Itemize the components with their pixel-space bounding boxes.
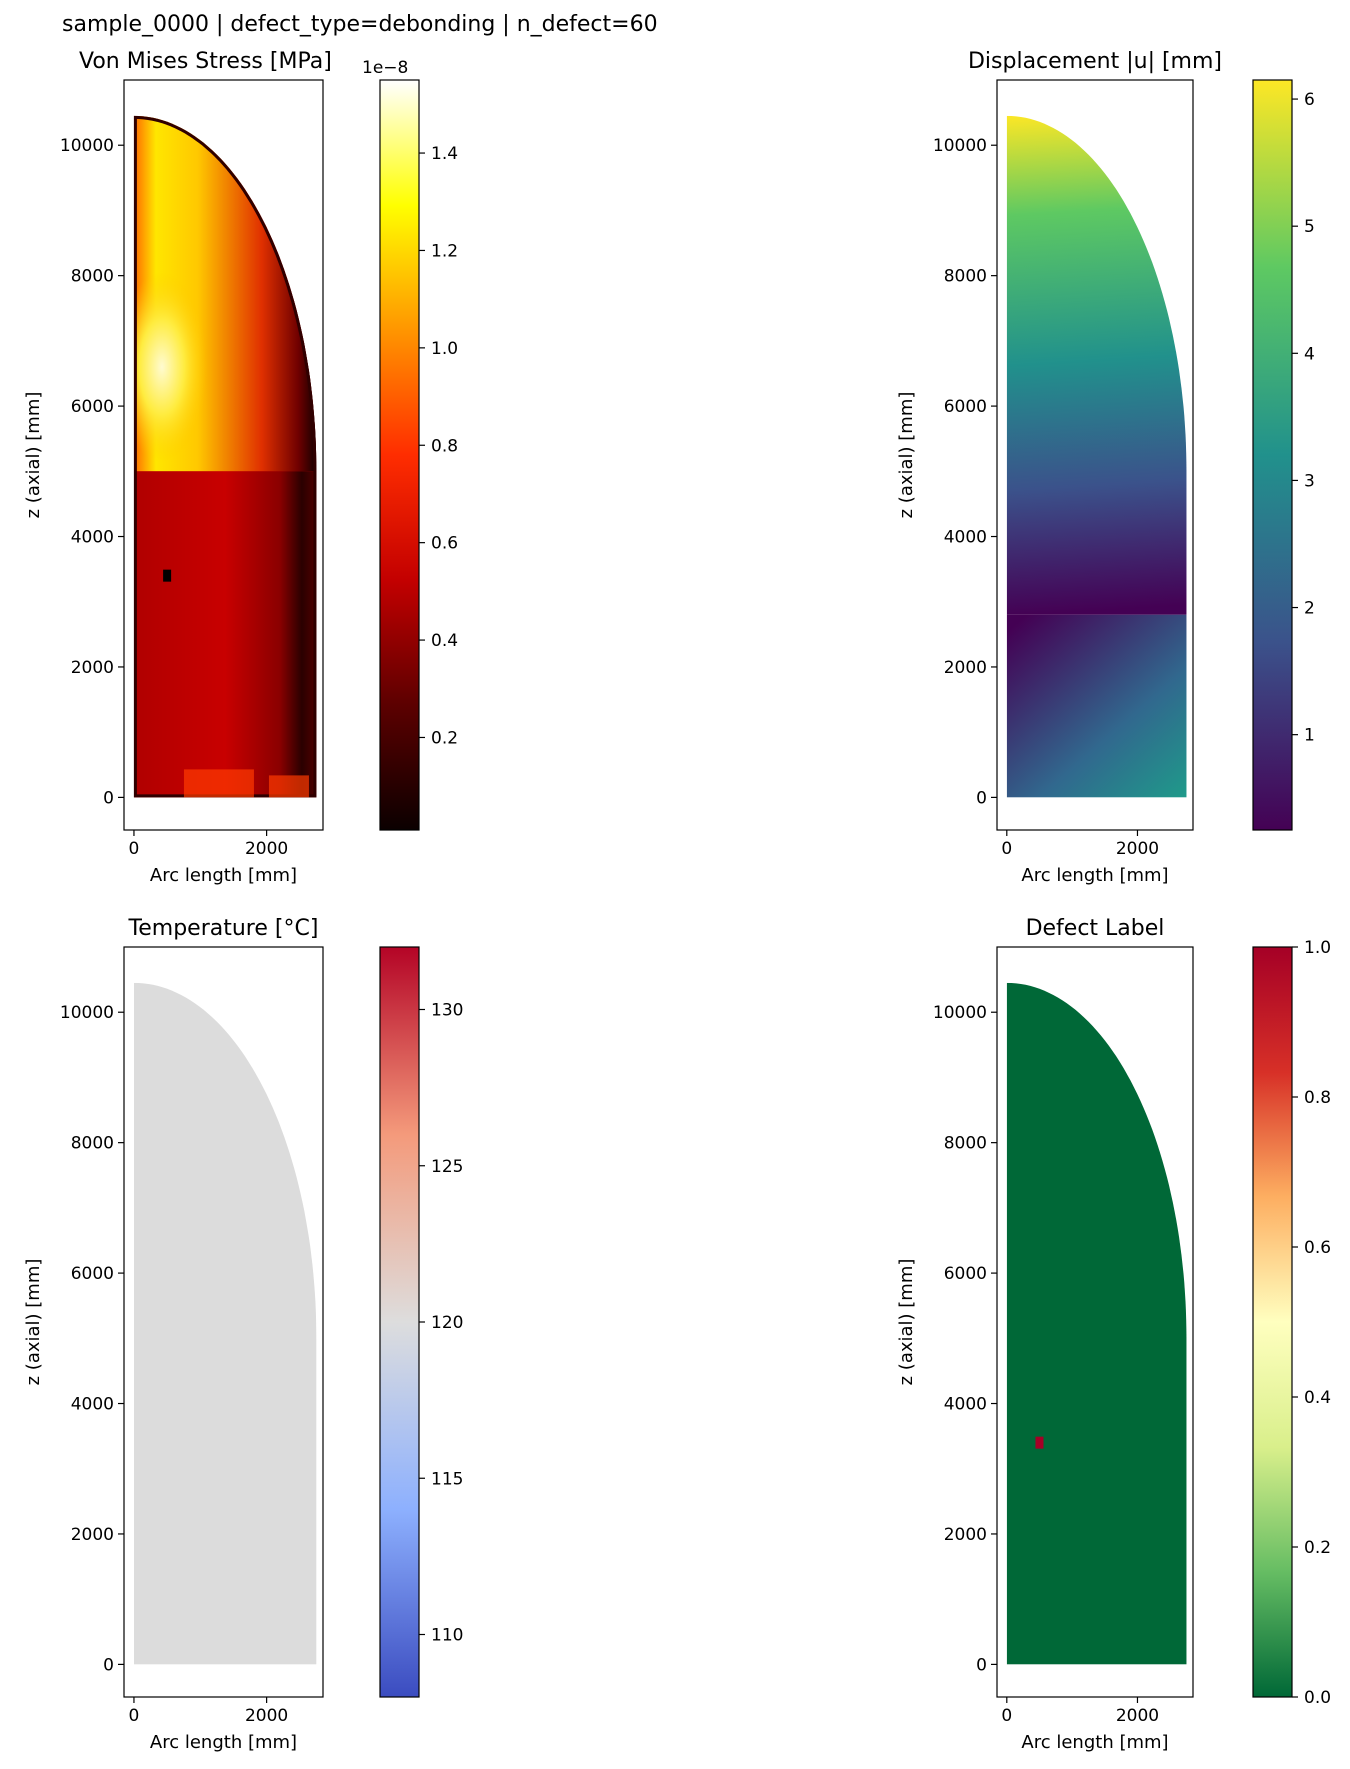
colorbar-offset-label: 1e−8 — [362, 58, 408, 78]
colorbar-tick-label: 0.4 — [1304, 1388, 1331, 1408]
colorbar-tick-label: 125 — [431, 1157, 463, 1177]
colorbar-tick-label: 2 — [1304, 599, 1315, 619]
y-tick-label: 10000 — [933, 136, 987, 156]
y-tick-label: 4000 — [71, 528, 114, 548]
colorbar-tick-label: 0.2 — [431, 728, 458, 748]
colorbar-tick-label: 1.0 — [431, 339, 458, 359]
y-tick-label: 8000 — [944, 267, 987, 287]
colorbar-1 — [379, 79, 420, 831]
colorbar-tick-label: 6 — [1304, 90, 1315, 110]
x-tick-label: 0 — [1001, 1706, 1012, 1726]
colorbar-tick-label: 0.8 — [1304, 1088, 1331, 1108]
y-tick-label: 0 — [976, 788, 987, 808]
figure-title: sample_0000 | defect_type=debonding | n_… — [62, 12, 658, 37]
y-tick-label: 6000 — [71, 1264, 114, 1284]
colorbar-tick-label: 1 — [1304, 726, 1315, 746]
x-tick-label: 0 — [129, 1706, 140, 1726]
y-tick-label: 6000 — [71, 397, 114, 417]
y-tick-label: 0 — [976, 1655, 987, 1675]
colorbar-tick-label: 0.0 — [1304, 1688, 1331, 1708]
colorbar-tick-label: 0.4 — [431, 631, 458, 651]
stress-base-hot-1 — [183, 769, 254, 798]
defect-marker-4 — [1035, 1436, 1044, 1449]
axes-frame — [123, 946, 324, 1698]
stress-hotspot — [133, 271, 207, 462]
colorbar-tick-label: 110 — [431, 1626, 463, 1646]
field-2 — [1006, 115, 1187, 798]
y-tick-label: 10000 — [60, 1003, 114, 1023]
y-axis-label: z (axial) [mm] — [896, 1259, 917, 1386]
colorbar-2 — [1252, 79, 1293, 831]
y-tick-label: 8000 — [71, 1134, 114, 1154]
axes-frame — [996, 946, 1194, 1698]
x-tick-label: 0 — [1001, 839, 1012, 859]
stress-edge — [133, 115, 317, 798]
x-axis-label: Arc length [mm] — [1021, 865, 1168, 886]
colorbar-tick-label: 4 — [1304, 344, 1315, 364]
y-tick-label: 0 — [103, 1655, 114, 1675]
y-tick-label: 2000 — [71, 1525, 114, 1545]
colorbar-tick-label: 1.0 — [1304, 938, 1331, 958]
y-tick-label: 4000 — [944, 528, 987, 548]
x-axis-label: Arc length [mm] — [150, 865, 297, 886]
y-tick-label: 10000 — [60, 136, 114, 156]
x-tick-label: 2000 — [245, 1706, 288, 1726]
stress-base-hot-2 — [268, 775, 309, 798]
colorbar-tick-label: 1.2 — [431, 241, 458, 261]
y-tick-label: 2000 — [944, 1525, 987, 1545]
y-axis-label: z (axial) [mm] — [23, 1259, 44, 1386]
colorbar-tick-label: 1.4 — [431, 144, 458, 164]
y-axis-label: z (axial) [mm] — [23, 392, 44, 519]
colorbar-tick-label: 0.6 — [431, 534, 458, 554]
x-tick-label: 2000 — [1116, 839, 1159, 859]
subplot-4: 0 2000 0 2000 4000 6000 8000 10000 Arc length [m… — [896, 916, 1331, 1753]
x-tick-label: 2000 — [245, 839, 288, 859]
x-tick-label: 0 — [129, 839, 140, 859]
y-tick-label: 4000 — [71, 1395, 114, 1415]
colorbar-3 — [379, 946, 420, 1698]
colorbar-tick-label: 120 — [431, 1313, 463, 1333]
x-axis-label: Arc length [mm] — [150, 1732, 297, 1753]
displacement-lower — [1006, 614, 1187, 798]
x-tick-label: 2000 — [1116, 1706, 1159, 1726]
y-tick-label: 6000 — [944, 397, 987, 417]
y-axis-label: z (axial) [mm] — [896, 392, 917, 519]
axes-frame — [996, 79, 1194, 831]
y-tick-label: 4000 — [944, 1395, 987, 1415]
y-tick-label: 10000 — [933, 1003, 987, 1023]
stress-cylinder — [133, 471, 317, 798]
y-tick-label: 6000 — [944, 1264, 987, 1284]
colorbar-tick-label: 115 — [431, 1469, 463, 1489]
subplot-1: 0 2000 0 2000 4000 6000 8000 10000 Arc length [m… — [23, 49, 458, 886]
subplot-2: 0 2000 0 2000 4000 6000 8000 10000 Arc length [m… — [896, 49, 1315, 886]
subplot-3: 0 2000 0 2000 4000 6000 8000 10000 Arc length [m… — [23, 916, 463, 1753]
subplot-title: Temperature [°C] — [128, 916, 319, 941]
subplot-title: Von Mises Stress [MPa] — [79, 49, 332, 74]
subplot-title: Displacement |u| [mm] — [968, 49, 1222, 74]
colorbar-tick-label: 0.6 — [1304, 1238, 1331, 1258]
colorbar-tick-label: 0.8 — [431, 436, 458, 456]
y-tick-label: 2000 — [944, 658, 987, 678]
colorbar-4 — [1252, 946, 1293, 1698]
colorbar-tick-label: 130 — [431, 1001, 463, 1021]
subplot-title: Defect Label — [1026, 916, 1165, 941]
y-tick-label: 8000 — [71, 267, 114, 287]
colorbar-tick-label: 5 — [1304, 217, 1315, 237]
y-tick-label: 2000 — [71, 658, 114, 678]
y-tick-label: 8000 — [944, 1134, 987, 1154]
x-axis-label: Arc length [mm] — [1021, 1732, 1168, 1753]
defect-marker-1 — [163, 569, 172, 582]
axes-frame — [123, 79, 324, 831]
y-tick-label: 0 — [103, 788, 114, 808]
colorbar-tick-label: 3 — [1304, 471, 1315, 491]
colorbar-tick-label: 0.2 — [1304, 1538, 1331, 1558]
